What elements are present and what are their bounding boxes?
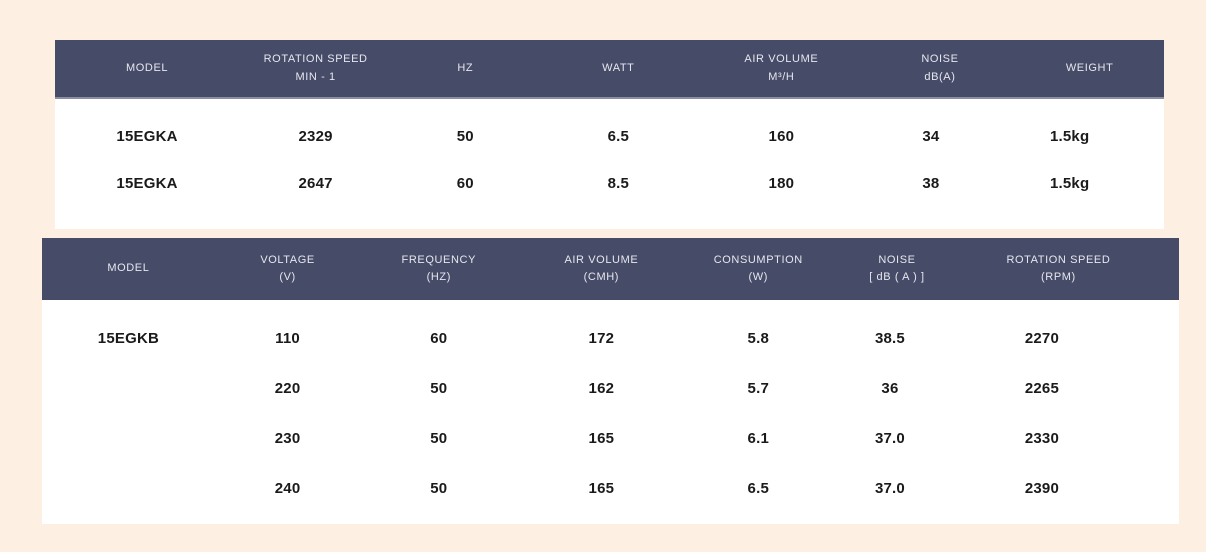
header-label: FREQUENCY xyxy=(401,253,477,266)
header-cell-air-volume: AIR VOLUME M³/H xyxy=(698,40,864,97)
cell-frequency: 50 xyxy=(430,379,448,397)
header-cell-watt: WATT xyxy=(539,40,699,97)
cell-model xyxy=(42,363,215,413)
header-label: WEIGHT xyxy=(1065,61,1114,74)
header-sublabel: (W) xyxy=(748,271,769,283)
cell-noise: 38.5 xyxy=(874,329,905,347)
header-label: MODEL xyxy=(107,262,150,275)
header-cell-rotation-speed: ROTATION SPEED (RPM) xyxy=(963,238,1179,300)
cell-watt: 8.5 xyxy=(607,175,630,192)
table-row: 220 50 162 5.7 36 2265 xyxy=(42,363,1179,413)
header-label: ROTATION SPEED xyxy=(263,53,368,66)
cell-air-volume: 160 xyxy=(768,128,795,145)
header-label: MODEL xyxy=(125,61,169,74)
cell-model: 15EGKA xyxy=(116,128,178,145)
cell-consumption: 5.8 xyxy=(747,329,769,347)
cell-weight: 1.5kg xyxy=(1049,175,1090,192)
header-sublabel: [ dB ( A ) ] xyxy=(869,271,925,283)
cell-hz: 60 xyxy=(456,175,474,192)
cell-watt: 6.5 xyxy=(607,128,630,145)
table-row: 240 50 165 6.5 37.0 2390 xyxy=(42,463,1179,513)
cell-noise: 37.0 xyxy=(874,479,905,497)
cell-noise: 36 xyxy=(881,379,899,397)
header-label: ROTATION SPEED xyxy=(1006,253,1111,266)
table-row: 230 50 165 6.1 37.0 2330 xyxy=(42,413,1179,463)
header-cell-consumption: CONSUMPTION (W) xyxy=(686,238,832,300)
spec-table-egkb-body: 15EGKB 110 60 172 5.8 38.5 2270 220 50 1… xyxy=(42,300,1179,524)
header-label: HZ xyxy=(457,61,474,74)
header-cell-model: MODEL xyxy=(42,238,215,300)
cell-consumption: 6.5 xyxy=(747,479,769,497)
spec-table-egka-header-row: MODEL ROTATION SPEED MIN - 1 HZ WATT AIR… xyxy=(55,40,1164,99)
cell-voltage: 220 xyxy=(274,379,301,397)
cell-rotation-speed: 2265 xyxy=(1024,379,1060,397)
cell-frequency: 50 xyxy=(430,429,448,447)
header-cell-model: MODEL xyxy=(55,40,239,97)
header-cell-hz: HZ xyxy=(392,40,538,97)
cell-frequency: 60 xyxy=(430,329,448,347)
header-sublabel: (HZ) xyxy=(426,271,451,283)
spec-table-egkb-header-row: MODEL VOLTAGE (V) FREQUENCY (HZ) AIR VOL… xyxy=(42,238,1179,300)
spec-table-egkb: MODEL VOLTAGE (V) FREQUENCY (HZ) AIR VOL… xyxy=(42,238,1179,524)
header-cell-air-volume: AIR VOLUME (CMH) xyxy=(517,238,685,300)
header-sublabel: (V) xyxy=(279,271,296,283)
cell-consumption: 6.1 xyxy=(747,429,769,447)
header-sublabel: M³/H xyxy=(768,70,795,83)
table-row: 15EGKA 2329 50 6.5 160 34 1.5kg xyxy=(55,113,1164,160)
header-cell-noise: NOISE [ dB ( A ) ] xyxy=(831,238,963,300)
cell-rotation-speed: 2647 xyxy=(298,175,333,192)
cell-model: 15EGKA xyxy=(116,175,178,192)
cell-frequency: 50 xyxy=(430,479,448,497)
header-label: AIR VOLUME xyxy=(564,253,639,266)
header-label: NOISE xyxy=(878,253,916,266)
cell-air-volume: 172 xyxy=(588,329,615,347)
header-label: CONSUMPTION xyxy=(713,253,803,266)
header-cell-noise: NOISE dB(A) xyxy=(865,40,1016,97)
header-cell-frequency: FREQUENCY (HZ) xyxy=(360,238,517,300)
cell-voltage: 110 xyxy=(275,329,300,347)
header-sublabel: MIN - 1 xyxy=(295,70,336,83)
cell-model xyxy=(42,413,215,463)
header-label: VOLTAGE xyxy=(260,253,315,266)
cell-air-volume: 165 xyxy=(588,479,615,497)
cell-air-volume: 180 xyxy=(768,175,795,192)
cell-consumption: 5.7 xyxy=(747,379,769,397)
header-sublabel: dB(A) xyxy=(924,70,956,83)
spec-table-egka-body: 15EGKA 2329 50 6.5 160 34 1.5kg 15EGKA 2… xyxy=(55,99,1164,229)
cell-noise: 37.0 xyxy=(874,429,905,447)
cell-model xyxy=(42,463,215,513)
cell-rotation-speed: 2330 xyxy=(1024,429,1060,447)
cell-noise: 38 xyxy=(922,175,940,192)
table-row: 15EGKA 2647 60 8.5 180 38 1.5kg xyxy=(55,160,1164,207)
header-cell-voltage: VOLTAGE (V) xyxy=(215,238,361,300)
header-cell-weight: WEIGHT xyxy=(1015,40,1164,97)
cell-air-volume: 162 xyxy=(588,379,615,397)
cell-voltage: 240 xyxy=(274,479,301,497)
cell-model: 15EGKB xyxy=(97,329,160,347)
header-label: NOISE xyxy=(921,53,959,66)
header-label: AIR VOLUME xyxy=(744,53,819,66)
cell-weight: 1.5kg xyxy=(1049,128,1090,145)
header-sublabel: (CMH) xyxy=(583,271,620,283)
header-cell-rotation-speed: ROTATION SPEED MIN - 1 xyxy=(239,40,392,97)
cell-rotation-speed: 2270 xyxy=(1024,329,1060,347)
cell-hz: 50 xyxy=(456,128,474,145)
cell-air-volume: 165 xyxy=(588,429,615,447)
header-label: WATT xyxy=(602,61,635,74)
header-sublabel: (RPM) xyxy=(1041,271,1076,283)
spec-table-egka: MODEL ROTATION SPEED MIN - 1 HZ WATT AIR… xyxy=(55,40,1164,229)
cell-noise: 34 xyxy=(922,128,940,145)
cell-rotation-speed: 2329 xyxy=(298,128,333,145)
table-row: 15EGKB 110 60 172 5.8 38.5 2270 xyxy=(42,313,1179,363)
cell-rotation-speed: 2390 xyxy=(1024,479,1060,497)
cell-voltage: 230 xyxy=(274,429,301,447)
